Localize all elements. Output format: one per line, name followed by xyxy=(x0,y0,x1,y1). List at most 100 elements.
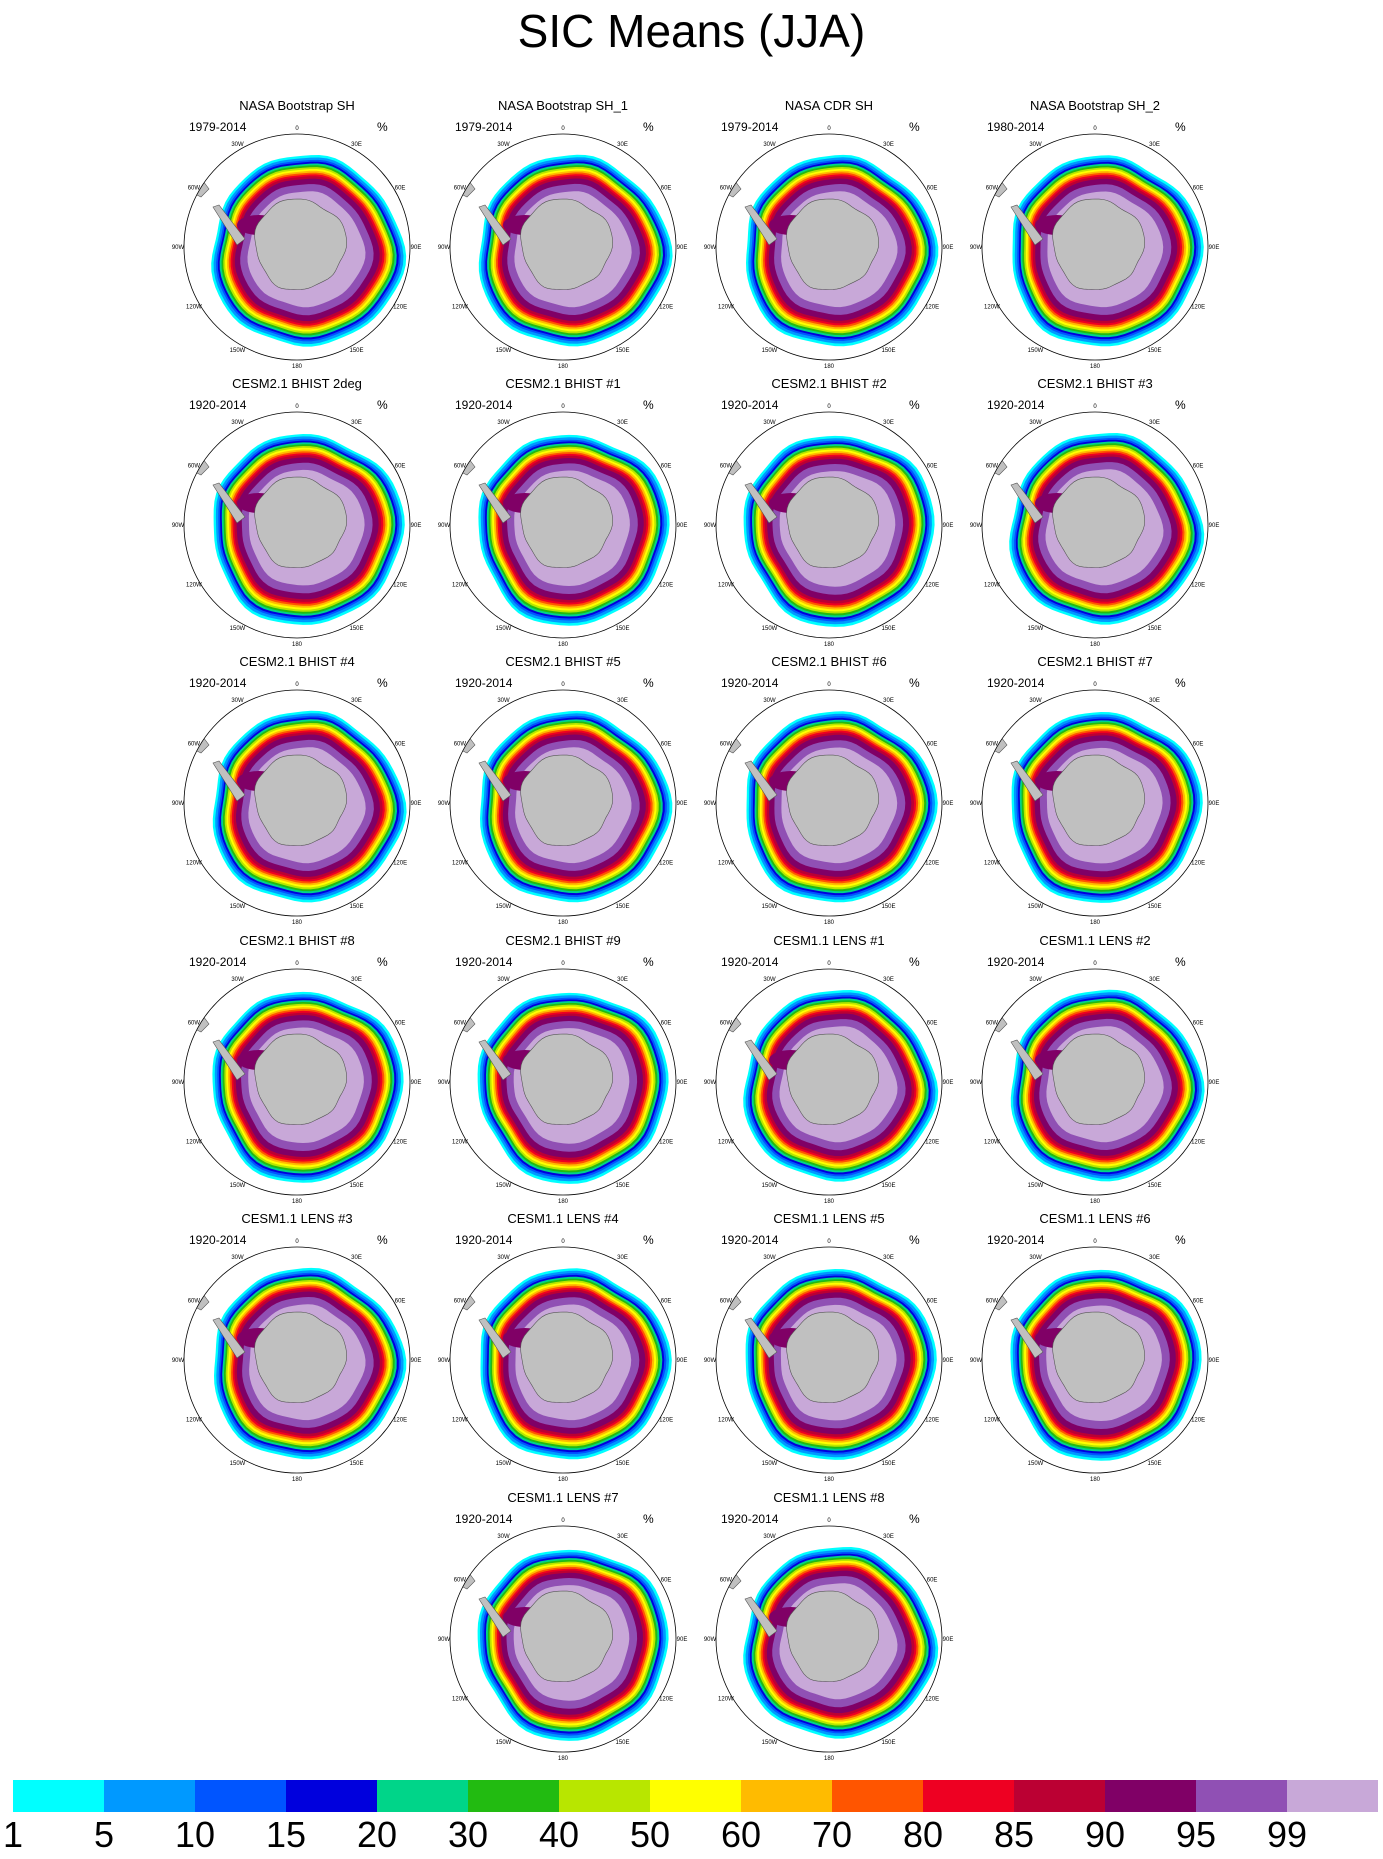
longitude-label: 0 xyxy=(561,961,565,967)
longitude-label: 60W xyxy=(188,1021,201,1027)
longitude-label: 90E xyxy=(411,1358,422,1364)
longitude-label: 150W xyxy=(1028,904,1044,910)
longitude-label: 0 xyxy=(561,682,565,688)
colorbar-tick-label: 60 xyxy=(720,1814,762,1855)
longitude-label: 0 xyxy=(1093,961,1097,967)
map-panel: CESM1.1 LENS #8 1920-2014% 0 30E 60E 90E 120E 1… xyxy=(699,1490,959,1765)
polar-stereographic-map: 0 30E 60E 90E 120E 150E 180 150W 120W 90W 60W 30W xyxy=(704,126,954,370)
antarctica-land xyxy=(1052,1033,1146,1125)
longitude-label: 150E xyxy=(615,626,629,632)
longitude-label: 120W xyxy=(452,583,468,589)
colorbar-box xyxy=(195,1780,286,1812)
longitude-label: 150E xyxy=(615,904,629,910)
longitude-label: 30W xyxy=(1029,1255,1042,1261)
longitude-label: 60W xyxy=(720,742,733,748)
antarctic-peninsula xyxy=(744,482,778,524)
longitude-label: 30E xyxy=(1149,1255,1160,1261)
map-boundary xyxy=(715,968,943,1196)
longitude-label: 30E xyxy=(351,420,362,426)
panel-unit: % xyxy=(377,1233,388,1247)
longitude-label: 30E xyxy=(351,977,362,983)
panel-unit: % xyxy=(643,120,654,134)
longitude-label: 60W xyxy=(720,186,733,192)
longitude-label: 120E xyxy=(659,305,673,311)
longitude-label: 180 xyxy=(824,1477,835,1483)
longitude-label: 120W xyxy=(186,1418,202,1424)
longitude-label: 60E xyxy=(927,1299,938,1305)
longitude-label: 180 xyxy=(1090,364,1101,370)
longitude-label: 0 xyxy=(295,1239,299,1245)
longitude-label: 150E xyxy=(1147,1461,1161,1467)
polar-stereographic-map: 0 30E 60E 90E 120E 150E 180 150W 120W 90W 60W 30W xyxy=(970,126,1220,370)
longitude-label: 30E xyxy=(883,142,894,148)
longitude-label: 150E xyxy=(881,1740,895,1746)
longitude-label: 180 xyxy=(1090,642,1101,648)
panel-title: CESM2.1 BHIST #4 xyxy=(239,654,355,669)
map-panel: CESM1.1 LENS #3 1920-2014% 0 30E 60E 90E 120E 1… xyxy=(167,1211,427,1486)
panel-years: 1979-2014 xyxy=(721,120,779,134)
longitude-label: 60E xyxy=(661,186,672,192)
polar-stereographic-map: 0 30E 60E 90E 120E 150E 180 150W 120W 90W 60W 30W xyxy=(704,961,954,1205)
map-panel: CESM1.1 LENS #2 1920-2014% 0 30E 60E 90E 120E 1… xyxy=(965,933,1225,1208)
panel-years: 1920-2014 xyxy=(455,676,513,690)
longitude-label: 90W xyxy=(172,1080,185,1086)
polar-stereographic-map: 0 30E 60E 90E 120E 150E 180 150W 120W 90W 60W 30W xyxy=(438,682,688,926)
longitude-label: 90E xyxy=(943,1080,954,1086)
colorbar-tick-label: 10 xyxy=(174,1814,216,1855)
longitude-label: 120W xyxy=(452,1418,468,1424)
map-panel: CESM2.1 BHIST #8 1920-2014% 0 30E 60E 90E 120E… xyxy=(167,933,427,1208)
longitude-label: 180 xyxy=(292,364,303,370)
sea-ice-field xyxy=(716,690,942,916)
map-boundary xyxy=(449,1525,677,1753)
longitude-label: 0 xyxy=(827,682,831,688)
longitude-label: 180 xyxy=(292,920,303,926)
panel-years: 1979-2014 xyxy=(189,120,247,134)
sea-ice-field xyxy=(982,412,1208,638)
longitude-label: 60W xyxy=(454,1021,467,1027)
map-boundary xyxy=(981,411,1209,639)
longitude-label: 150E xyxy=(349,348,363,354)
map-panel: CESM2.1 BHIST #3 1920-2014% 0 30E 60E 90E 120E… xyxy=(965,376,1225,651)
longitude-label: 30E xyxy=(1149,698,1160,704)
longitude-label: 150W xyxy=(1028,1183,1044,1189)
longitude-label: 120E xyxy=(393,1140,407,1146)
colorbar-box xyxy=(104,1780,195,1812)
longitude-label: 180 xyxy=(558,920,569,926)
longitude-label: 120E xyxy=(393,1418,407,1424)
antarctic-peninsula xyxy=(1010,760,1044,802)
longitude-label: 60E xyxy=(927,464,938,470)
sea-ice-field xyxy=(450,134,676,360)
panel-years: 1920-2014 xyxy=(721,955,779,969)
longitude-label: 0 xyxy=(295,404,299,410)
longitude-label: 0 xyxy=(1093,682,1097,688)
colorbar-tick-label: 95 xyxy=(1175,1814,1217,1855)
longitude-label: 90E xyxy=(677,523,688,529)
panel-unit: % xyxy=(377,676,388,690)
longitude-label: 90E xyxy=(1209,801,1220,807)
longitude-label: 180 xyxy=(558,364,569,370)
colorbar-box xyxy=(1014,1780,1105,1812)
longitude-label: 120W xyxy=(452,1697,468,1703)
antarctic-peninsula xyxy=(744,1317,778,1359)
panel-unit: % xyxy=(1175,676,1186,690)
panel-years: 1920-2014 xyxy=(455,1512,513,1526)
longitude-label: 120E xyxy=(925,861,939,867)
panel-title: CESM1.1 LENS #3 xyxy=(241,1211,353,1226)
polar-stereographic-map: 0 30E 60E 90E 120E 150E 180 150W 120W 90W 60W 30W xyxy=(438,1518,688,1762)
longitude-label: 30E xyxy=(883,420,894,426)
longitude-label: 0 xyxy=(561,404,565,410)
longitude-label: 120E xyxy=(1191,583,1205,589)
antarctic-peninsula xyxy=(478,1317,512,1359)
longitude-label: 90E xyxy=(677,245,688,251)
longitude-label: 30W xyxy=(1029,142,1042,148)
map-boundary xyxy=(183,689,411,917)
longitude-label: 60E xyxy=(661,464,672,470)
map-panel: CESM2.1 BHIST 2deg 1920-2014% 0 30E 60E 90E 12… xyxy=(167,376,427,651)
longitude-label: 90E xyxy=(1209,1358,1220,1364)
longitude-label: 60E xyxy=(395,1021,406,1027)
longitude-label: 0 xyxy=(827,1518,831,1524)
antarctica-land xyxy=(254,1033,348,1125)
longitude-label: 30E xyxy=(1149,977,1160,983)
longitude-label: 150W xyxy=(230,348,246,354)
colorbar-box xyxy=(923,1780,1014,1812)
